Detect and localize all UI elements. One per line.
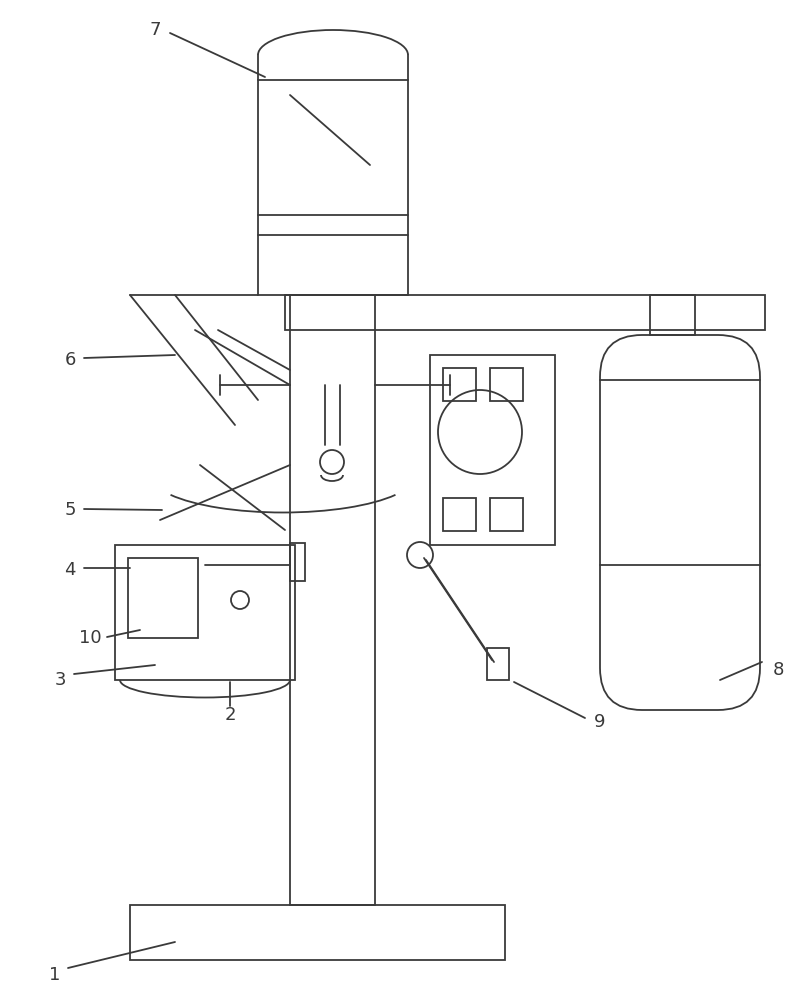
Bar (258, 80, 407, 295)
Bar (285, 295, 764, 330)
Bar (489, 498, 522, 531)
Text: 8: 8 (771, 661, 783, 679)
Text: 10: 10 (79, 629, 101, 647)
Bar (443, 368, 475, 401)
Text: 5: 5 (64, 501, 75, 519)
Bar (130, 905, 504, 960)
Bar (290, 543, 305, 581)
Text: 1: 1 (49, 966, 61, 984)
Bar (489, 368, 522, 401)
Bar (443, 498, 475, 531)
Text: 7: 7 (149, 21, 161, 39)
Bar (115, 545, 294, 680)
Text: 4: 4 (64, 561, 75, 579)
Text: 6: 6 (64, 351, 75, 369)
Bar (290, 295, 375, 905)
Bar (430, 355, 554, 545)
Text: 2: 2 (224, 706, 235, 724)
Text: 3: 3 (54, 671, 66, 689)
Bar (649, 295, 694, 335)
Text: 9: 9 (594, 713, 605, 731)
Bar (128, 558, 198, 638)
Bar (487, 648, 508, 680)
